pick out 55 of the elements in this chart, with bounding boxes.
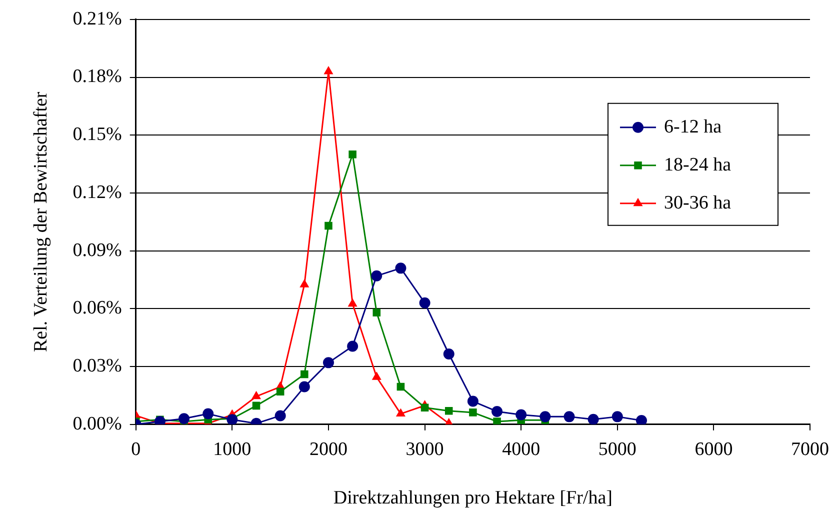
point xyxy=(300,279,310,288)
point xyxy=(251,390,262,400)
x-tick-label: 6000 xyxy=(694,438,733,460)
x-tick-label: 5000 xyxy=(598,438,636,460)
point xyxy=(444,407,453,415)
x-tick-label: 2000 xyxy=(309,438,348,460)
y-tick-label: 0.09% xyxy=(72,240,122,261)
point xyxy=(469,408,477,416)
point xyxy=(372,372,382,380)
point xyxy=(564,411,575,422)
point xyxy=(322,357,334,368)
point xyxy=(396,408,406,417)
point xyxy=(395,262,406,274)
point xyxy=(419,297,430,308)
point xyxy=(443,348,454,360)
point xyxy=(324,222,332,230)
y-tick-label: 0.12% xyxy=(72,182,122,203)
y-tick-label: 0.18% xyxy=(72,66,122,88)
x-tick-label: 1000 xyxy=(213,438,252,460)
y-tick-label: 0.21% xyxy=(72,8,122,30)
point xyxy=(467,396,478,407)
point xyxy=(636,415,647,424)
point xyxy=(324,66,334,74)
x-tick-label: 4000 xyxy=(502,438,540,460)
y-tick-label: 0.15% xyxy=(72,124,122,146)
point xyxy=(493,418,501,424)
point xyxy=(348,150,356,158)
point xyxy=(372,308,381,316)
point xyxy=(396,382,405,391)
point xyxy=(348,298,358,307)
x-tick-label: 0 xyxy=(131,438,141,460)
y-tick-label: 0.00% xyxy=(72,413,122,434)
point xyxy=(588,414,599,424)
point xyxy=(516,409,527,420)
point xyxy=(298,381,310,392)
point xyxy=(371,270,382,282)
point xyxy=(612,411,623,422)
x-tick-label: 3000 xyxy=(406,438,444,460)
y-axis-title: Rel. Verteilung der Bewirtschafter xyxy=(30,91,52,352)
point xyxy=(252,402,260,410)
point xyxy=(347,340,358,352)
point xyxy=(276,388,284,396)
y-tick-label: 0.06% xyxy=(72,298,122,319)
point xyxy=(202,408,214,420)
point xyxy=(300,370,308,378)
x-axis-title: Direktzahlungen pro Hektare [Fr/ha] xyxy=(333,488,612,509)
legend-label: 30-36 ha xyxy=(664,192,732,214)
legend-label: 18-24 ha xyxy=(664,154,732,176)
point xyxy=(540,411,551,422)
legend-label: 6-12 ha xyxy=(664,116,722,138)
x-tick-label: 7000 xyxy=(791,438,829,460)
point xyxy=(274,410,286,422)
y-tick-label: 0.03% xyxy=(72,356,122,377)
point xyxy=(420,404,429,412)
point xyxy=(492,406,503,417)
